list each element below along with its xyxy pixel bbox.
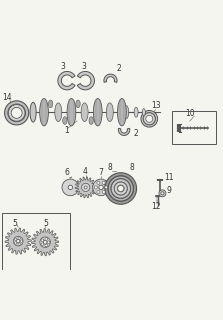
Circle shape <box>17 239 20 243</box>
Circle shape <box>102 181 105 184</box>
Circle shape <box>94 186 97 189</box>
Circle shape <box>110 183 118 191</box>
Circle shape <box>11 108 22 118</box>
Circle shape <box>62 179 79 196</box>
Ellipse shape <box>81 103 88 122</box>
Circle shape <box>105 186 108 189</box>
Circle shape <box>99 185 103 189</box>
Ellipse shape <box>134 107 138 117</box>
Polygon shape <box>58 71 75 90</box>
Ellipse shape <box>89 117 93 124</box>
Text: 2: 2 <box>134 129 138 138</box>
Text: 7: 7 <box>99 168 103 177</box>
Ellipse shape <box>40 99 48 126</box>
Text: 1: 1 <box>65 126 69 135</box>
Circle shape <box>13 236 23 246</box>
Circle shape <box>102 190 105 194</box>
Circle shape <box>143 113 155 125</box>
Bar <box>2 212 70 270</box>
Ellipse shape <box>118 99 126 126</box>
Text: 2: 2 <box>116 64 121 73</box>
Text: 9: 9 <box>167 186 172 195</box>
Circle shape <box>82 183 90 191</box>
Text: 3: 3 <box>61 62 66 71</box>
Ellipse shape <box>124 106 129 119</box>
Circle shape <box>105 173 136 204</box>
Ellipse shape <box>55 103 62 122</box>
Polygon shape <box>5 228 31 254</box>
Circle shape <box>108 176 134 201</box>
Text: 5: 5 <box>44 219 49 228</box>
Ellipse shape <box>106 103 113 122</box>
Ellipse shape <box>63 117 67 124</box>
Circle shape <box>47 241 50 244</box>
Circle shape <box>41 243 44 245</box>
Text: 3: 3 <box>81 62 86 71</box>
Circle shape <box>97 181 100 184</box>
Text: 13: 13 <box>151 101 161 110</box>
Circle shape <box>20 240 23 242</box>
Circle shape <box>45 244 47 247</box>
Circle shape <box>114 182 127 195</box>
Text: 5: 5 <box>12 219 17 228</box>
Text: 8: 8 <box>107 163 112 172</box>
Circle shape <box>143 113 155 125</box>
Circle shape <box>8 105 25 121</box>
Text: 14: 14 <box>2 93 12 102</box>
Circle shape <box>97 190 100 194</box>
Circle shape <box>113 186 116 189</box>
Circle shape <box>84 186 87 189</box>
Circle shape <box>18 237 20 239</box>
Polygon shape <box>104 177 125 198</box>
Text: 8: 8 <box>129 163 134 172</box>
Circle shape <box>18 243 20 245</box>
Circle shape <box>117 185 124 192</box>
Ellipse shape <box>76 100 80 108</box>
Polygon shape <box>104 74 117 82</box>
Polygon shape <box>77 71 95 90</box>
Circle shape <box>111 179 130 198</box>
Ellipse shape <box>142 109 145 116</box>
Polygon shape <box>118 128 130 135</box>
Circle shape <box>8 104 25 122</box>
Circle shape <box>5 101 29 125</box>
Circle shape <box>159 190 166 197</box>
Text: 12: 12 <box>151 202 161 211</box>
Circle shape <box>14 238 17 240</box>
Text: 10: 10 <box>185 109 195 118</box>
Circle shape <box>114 182 127 195</box>
Circle shape <box>161 192 164 195</box>
Text: 11: 11 <box>164 173 174 182</box>
Polygon shape <box>31 228 59 256</box>
Text: 4: 4 <box>83 167 88 176</box>
Circle shape <box>45 238 47 240</box>
Circle shape <box>141 110 158 127</box>
Polygon shape <box>75 177 96 198</box>
Circle shape <box>14 242 17 244</box>
Bar <box>172 111 216 144</box>
Circle shape <box>146 115 153 122</box>
Circle shape <box>111 179 131 198</box>
Circle shape <box>118 185 124 192</box>
Circle shape <box>93 179 109 196</box>
Text: 6: 6 <box>65 168 70 177</box>
Ellipse shape <box>30 102 36 122</box>
Circle shape <box>108 176 133 201</box>
Ellipse shape <box>48 100 53 108</box>
Circle shape <box>41 239 44 242</box>
Ellipse shape <box>67 99 76 126</box>
Circle shape <box>68 185 72 189</box>
Circle shape <box>43 240 47 244</box>
Ellipse shape <box>93 99 102 126</box>
Circle shape <box>40 237 50 247</box>
